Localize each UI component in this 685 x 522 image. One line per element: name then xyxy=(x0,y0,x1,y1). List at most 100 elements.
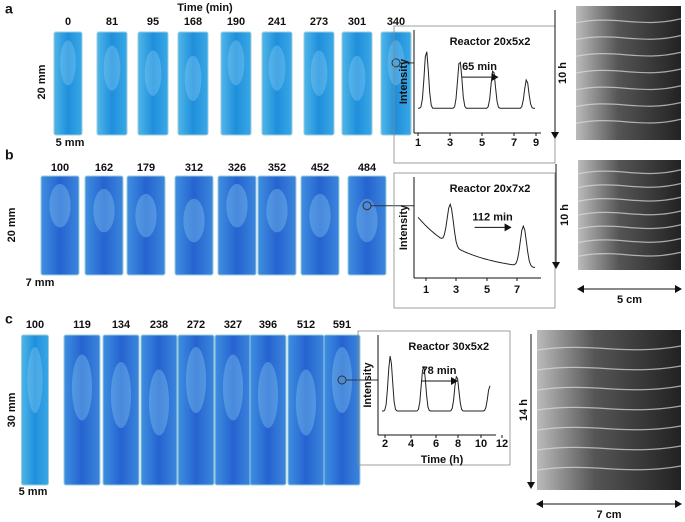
x-tick-label: 2 xyxy=(382,438,388,450)
wave-front xyxy=(60,40,76,86)
time-label: 452 xyxy=(311,162,329,174)
reactor-image xyxy=(261,31,293,136)
y-axis-label: Intensity xyxy=(362,362,374,408)
panel-label: c xyxy=(5,311,13,327)
kymo-time-label: 10 h xyxy=(557,62,569,84)
width-label: 5 mm xyxy=(19,486,48,498)
kymograph xyxy=(576,6,681,140)
inset-frame xyxy=(357,330,511,466)
time-label: 591 xyxy=(333,319,351,331)
x-tick-label: 4 xyxy=(408,438,415,450)
kymo-time-label: 14 h xyxy=(518,399,530,421)
wave-front xyxy=(71,354,93,421)
wave-front xyxy=(103,45,121,91)
wave-front xyxy=(266,188,288,233)
time-label: 119 xyxy=(73,319,91,331)
kymo-band xyxy=(536,465,682,471)
panel-label: a xyxy=(5,1,13,17)
wave-front xyxy=(331,347,353,413)
time-label: 272 xyxy=(187,319,205,331)
reactor-image xyxy=(303,31,335,136)
kymo-band xyxy=(575,118,682,124)
kymo-width-label: 5 cm xyxy=(617,294,642,306)
kymo-band xyxy=(575,34,682,41)
kymo-band xyxy=(577,237,682,244)
time-label: 95 xyxy=(147,16,159,28)
kymo-band xyxy=(536,345,682,351)
wave-front xyxy=(135,193,157,238)
time-label: 327 xyxy=(224,319,242,331)
kymo-band xyxy=(577,196,682,202)
x-tick-label: 7 xyxy=(514,284,520,296)
time-label: 273 xyxy=(310,16,328,28)
x-tick-label: 3 xyxy=(447,137,453,149)
height-label: 20 mm xyxy=(6,207,18,242)
wave-front xyxy=(185,347,207,413)
panel-label: b xyxy=(5,147,14,163)
x-tick-label: 9 xyxy=(533,137,539,149)
reactor-image xyxy=(96,31,128,136)
wave-front xyxy=(93,188,115,233)
x-tick-label: 5 xyxy=(484,284,490,296)
kymo-band xyxy=(536,445,682,451)
reactor-image xyxy=(140,334,178,486)
time-label: 190 xyxy=(227,16,245,28)
x-tick-label: 12 xyxy=(496,438,508,450)
x-tick-label: 1 xyxy=(423,284,429,296)
inset-frame xyxy=(393,172,556,309)
kymo-band xyxy=(536,385,682,391)
x-tick-label: 8 xyxy=(455,438,461,450)
height-label: 20 mm xyxy=(36,64,48,99)
time-label: 100 xyxy=(51,162,69,174)
time-label: 326 xyxy=(228,162,246,174)
reactor-image xyxy=(21,334,49,486)
reactor-image xyxy=(341,31,373,136)
time-label: 340 xyxy=(387,16,405,28)
wave-front xyxy=(309,193,331,238)
time-label: 134 xyxy=(112,319,131,331)
reactor-image xyxy=(174,175,214,276)
wave-front xyxy=(268,45,286,91)
time-label: 312 xyxy=(185,162,203,174)
wave-front xyxy=(184,55,202,102)
reactor-image xyxy=(177,31,209,136)
x-tick-label: 10 xyxy=(475,438,487,450)
y-axis-label: Intensity xyxy=(398,58,410,104)
time-label: 396 xyxy=(259,319,277,331)
wave-front xyxy=(144,50,162,96)
intensity-curve xyxy=(417,202,536,268)
width-label: 5 mm xyxy=(56,137,85,149)
x-tick-label: 1 xyxy=(415,137,421,149)
time-label: 484 xyxy=(358,162,377,174)
reactor-image xyxy=(257,175,297,276)
time-label: 179 xyxy=(137,162,155,174)
time-label: 301 xyxy=(348,16,366,28)
kymo-band xyxy=(577,169,682,175)
reactor-image xyxy=(126,175,166,276)
time-label: 241 xyxy=(268,16,286,28)
time-label: 162 xyxy=(95,162,113,174)
x-tick-label: 3 xyxy=(453,284,459,296)
wave-front xyxy=(49,183,71,228)
reactor-image xyxy=(220,31,252,136)
wave-front xyxy=(356,198,378,243)
wave-front xyxy=(257,362,279,428)
kymograph xyxy=(578,160,681,270)
wave-front xyxy=(387,40,405,86)
wave-front xyxy=(295,369,317,436)
wave-front xyxy=(148,369,170,436)
reactor-image xyxy=(53,31,83,136)
wave-front xyxy=(227,40,245,86)
kymo-width-label: 7 cm xyxy=(596,509,621,521)
inset-title: Reactor 20x7x2 xyxy=(450,183,531,195)
wave-front xyxy=(310,50,328,96)
kymo-band xyxy=(575,68,682,74)
kymo-band xyxy=(536,405,682,411)
time-label: 100 xyxy=(26,319,44,331)
wave-front xyxy=(348,55,366,102)
inset-title: Reactor 30x5x2 xyxy=(408,341,489,353)
x-tick-label: 7 xyxy=(511,137,517,149)
time-label: 81 xyxy=(106,16,118,28)
wave-front xyxy=(110,362,132,428)
